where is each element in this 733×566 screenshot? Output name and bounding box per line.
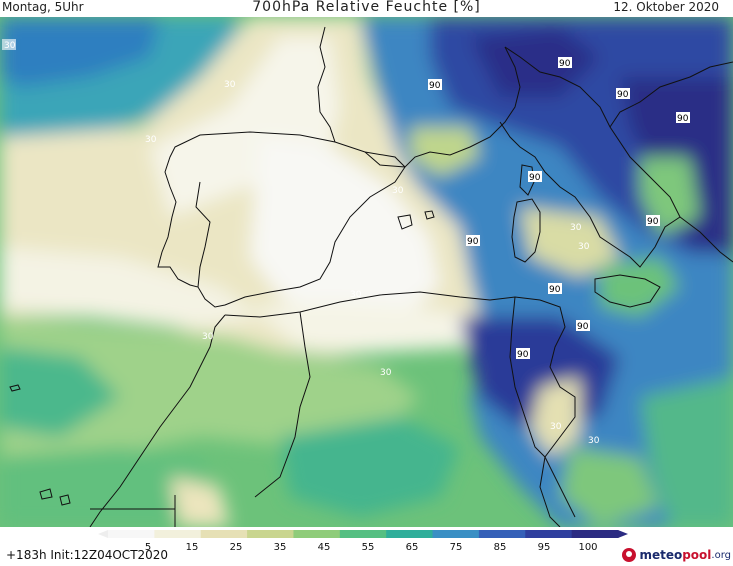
svg-text:90: 90	[529, 173, 541, 183]
svg-text:90: 90	[517, 350, 529, 360]
contour-label-90: 90	[576, 320, 590, 332]
svg-text:30: 30	[578, 242, 590, 252]
legend-swatch	[247, 530, 294, 538]
svg-text:90: 90	[617, 90, 629, 100]
svg-text:90: 90	[577, 322, 589, 332]
svg-text:30: 30	[570, 223, 582, 233]
color-legend: 5 15 25 35 45 55 65 75 85 95 100	[98, 530, 628, 553]
valid-date-label: 12. Oktober 2020	[613, 0, 719, 14]
contour-label-90: 90	[616, 88, 630, 100]
contour-label-30: 30	[202, 332, 214, 342]
svg-text:30: 30	[392, 186, 404, 196]
legend-swatch	[200, 530, 248, 538]
coastlines	[9, 26, 733, 527]
contour-label-30: 30	[2, 39, 16, 51]
legend-swatch	[293, 530, 341, 538]
legend-swatch	[571, 530, 619, 538]
svg-text:90: 90	[559, 59, 571, 69]
legend-swatch	[154, 530, 202, 538]
legend-tick-label: 35	[274, 542, 287, 553]
contour-label-90: 90	[548, 283, 562, 295]
contour-label-30: 30	[224, 80, 236, 90]
legend-swatch	[432, 530, 480, 538]
contour-label-90: 90	[646, 215, 660, 227]
contour-label-30: 30	[578, 242, 590, 252]
contour-label-90: 90	[558, 57, 572, 69]
contour-label-30: 30	[145, 135, 157, 145]
legend-color-bar	[98, 530, 628, 538]
contour-labels: 30 30 30 30 30 30 30 30 30 30 30 90 90 9…	[2, 39, 690, 446]
humidity-field	[0, 17, 733, 527]
svg-text:90: 90	[429, 81, 441, 91]
legend-tick-label: 25	[230, 542, 243, 553]
legend-tick-label: 100	[578, 542, 597, 553]
svg-text:90: 90	[549, 285, 561, 295]
svg-text:90: 90	[467, 237, 479, 247]
contour-label-30: 30	[380, 368, 392, 378]
contour-label-30: 30	[588, 436, 600, 446]
legend-tick-label: 85	[494, 542, 507, 553]
contour-label-30: 30	[392, 186, 404, 196]
legend-swatch	[525, 530, 573, 538]
logo-text-meteo: meteo	[639, 548, 683, 562]
legend-tick-labels: 5 15 25 35 45 55 65 75 85 95 100	[145, 542, 598, 553]
legend-tick-label: 15	[186, 542, 199, 553]
contour-label-90: 90	[428, 79, 442, 91]
svg-text:90: 90	[647, 217, 659, 227]
svg-text:30: 30	[550, 422, 562, 432]
legend-tick-label: 75	[450, 542, 463, 553]
contour-label-90: 90	[528, 171, 542, 183]
legend-swatch	[108, 530, 155, 538]
svg-text:30: 30	[202, 332, 214, 342]
legend-arrow-high	[618, 530, 628, 538]
svg-text:30: 30	[4, 41, 16, 51]
legend-swatch	[339, 530, 387, 538]
logo-text-org: .org	[711, 549, 731, 561]
contour-label-30: 30	[350, 290, 362, 300]
legend-tick-label: 55	[362, 542, 375, 553]
meteopool-logo: meteo pool .org	[622, 546, 731, 564]
logo-icon	[622, 548, 637, 562]
map-header: Montag, 5Uhr 700hPa Relative Feuchte [%]…	[0, 0, 733, 18]
legend-tick-label: 65	[406, 542, 419, 553]
legend-swatch	[386, 530, 434, 538]
legend-swatch	[478, 530, 526, 538]
contour-label-90: 90	[676, 112, 690, 124]
logo-text-pool: pool	[682, 548, 712, 562]
valid-time-label: Montag, 5Uhr	[2, 0, 84, 14]
svg-text:30: 30	[350, 290, 362, 300]
contour-label-90: 90	[516, 348, 530, 360]
contour-label-30: 30	[550, 422, 562, 432]
legend-arrow-low	[98, 530, 108, 538]
svg-text:30: 30	[224, 80, 236, 90]
legend-tick-label: 45	[318, 542, 331, 553]
humidity-map: 30 30 30 30 30 30 30 30 30 30 30 90 90 9…	[0, 17, 733, 527]
svg-text:30: 30	[145, 135, 157, 145]
svg-text:90: 90	[677, 114, 689, 124]
map-title: 700hPa Relative Feuchte [%]	[252, 0, 481, 15]
contour-label-90: 90	[466, 235, 480, 247]
svg-text:30: 30	[588, 436, 600, 446]
svg-text:30: 30	[380, 368, 392, 378]
legend-tick-label: 95	[538, 542, 551, 553]
forecast-init-label: +183h Init:12Z04OCT2020	[6, 548, 169, 562]
legend-tick-label: 5	[145, 542, 151, 553]
contour-label-30: 30	[570, 223, 582, 233]
